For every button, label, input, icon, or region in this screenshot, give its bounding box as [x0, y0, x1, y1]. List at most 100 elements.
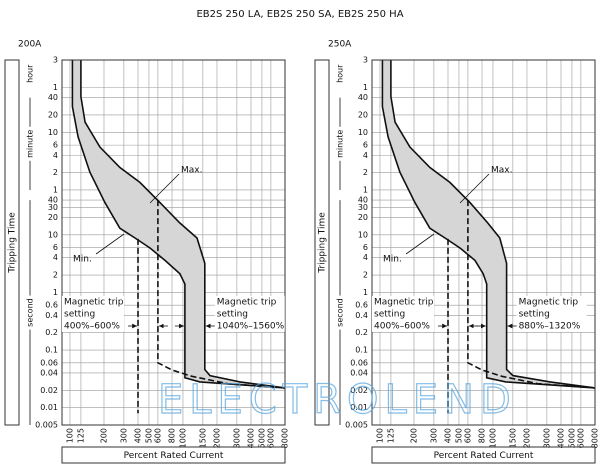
y-tick-label: 6 — [363, 141, 368, 150]
y-tick-label: 6 — [363, 243, 368, 252]
x-tick-label: 1000 — [488, 428, 497, 448]
y-tick-label: 20 — [48, 110, 58, 119]
trip-band — [382, 60, 595, 388]
max-label: Max. — [491, 166, 512, 176]
y-tick-label: 1 — [363, 83, 368, 92]
y-tick-label: 20 — [48, 213, 58, 222]
x-tick-label: 3000 — [542, 428, 551, 448]
y-tick-label: 0.01 — [40, 403, 58, 412]
y-tick-label: 2 — [53, 271, 58, 280]
x-tick-label: 800 — [168, 428, 177, 443]
leader — [405, 233, 435, 255]
y-tick-label: 0.04 — [350, 368, 368, 377]
x-tick-label: 100 — [375, 428, 384, 443]
ylabel-box — [4, 59, 20, 426]
x-tick-label: 5000 — [257, 428, 266, 448]
x-axis-title: Percent Rated Current — [434, 451, 534, 461]
y-tick-label: 2 — [363, 168, 368, 177]
x-tick-label: 600 — [463, 428, 472, 443]
unit-bg — [25, 56, 35, 91]
x-tick-label: 500 — [144, 428, 153, 443]
y-tick-label: 1 — [53, 83, 58, 92]
annotation-text: Magnetic trip — [64, 298, 124, 308]
time-unit: second — [336, 298, 345, 327]
time-unit: hour — [26, 64, 35, 83]
x-tick-label: 300 — [119, 428, 128, 443]
y-tick-label: 20 — [358, 213, 368, 222]
watermark: ELECTROLEND — [158, 377, 517, 423]
x-tick-label: 600 — [153, 428, 162, 443]
x-tick-label: 4000 — [556, 428, 565, 448]
x-tick-label: 1500 — [198, 428, 207, 448]
min-label: Min. — [383, 255, 402, 265]
y-tick-label: 0.1 — [45, 346, 58, 355]
y-tick-label: 1 — [53, 288, 58, 297]
y-tick-label: 0.6 — [45, 301, 58, 310]
y-tick-label: 3 — [53, 56, 58, 65]
x-tick-label: 400 — [133, 428, 142, 443]
y-tick-label: 2 — [53, 168, 58, 177]
chart-title: 200A — [18, 40, 42, 50]
x-tick-label: 1000 — [178, 428, 187, 448]
y-tick-label: 1 — [363, 185, 368, 194]
x-axis-title: Percent Rated Current — [124, 451, 224, 461]
y-tick-label: 0.06 — [350, 358, 368, 367]
max-label: Max. — [181, 166, 202, 176]
x-tick-label: 8000 — [281, 428, 290, 448]
x-tick-label: 8000 — [591, 428, 600, 448]
page-title: EB2S 250 LA, EB2S 250 SA, EB2S 250 HA — [196, 9, 403, 20]
y-tick-label: 0.2 — [45, 328, 58, 337]
y-tick-label: 40 — [48, 93, 58, 102]
time-unit: minute — [26, 130, 35, 158]
y-tick-label: 4 — [53, 151, 58, 160]
y-tick-label: 1 — [363, 288, 368, 297]
x-tick-label: 100 — [65, 428, 74, 443]
annotation-text: 880%–1320% — [519, 322, 581, 332]
y-tick-label: 0.04 — [40, 368, 58, 377]
annotation-text: Magnetic trip — [519, 298, 579, 308]
y-tick-label: 6 — [53, 141, 58, 150]
y-tick-label: 30 — [358, 203, 368, 212]
y-tick-label: 0.02 — [40, 386, 58, 395]
x-tick-label: 5000 — [567, 428, 576, 448]
y-tick-label: 10 — [358, 128, 368, 137]
y-tick-label: 10 — [48, 128, 58, 137]
time-unit: hour — [336, 64, 345, 83]
trip-curve — [80, 60, 286, 389]
x-tick-label: 6000 — [266, 428, 275, 448]
x-tick-label: 6000 — [576, 428, 585, 448]
x-tick-label: 125 — [386, 428, 395, 443]
x-tick-label: 400 — [444, 428, 453, 443]
x-tick-label: 2000 — [212, 428, 221, 448]
trip-curve — [71, 60, 286, 389]
annotation-bg — [214, 296, 285, 332]
x-tick-label: 800 — [478, 428, 487, 443]
y-tick-label: 40 — [48, 196, 58, 205]
unit-bg — [25, 295, 35, 330]
plot-frame — [371, 59, 596, 426]
y-tick-label: 4 — [363, 151, 368, 160]
y-tick-label: 10 — [358, 230, 368, 239]
x-tick-label: 1500 — [508, 428, 517, 448]
annotation-text: 400%–600% — [374, 322, 430, 332]
y-tick-label: 0.6 — [355, 301, 368, 310]
annotation-bg — [516, 296, 587, 332]
x-tick-label: 200 — [99, 428, 108, 443]
magnetic-line — [157, 200, 286, 389]
annotation-text: Magnetic trip — [374, 298, 434, 308]
xlabel-box — [371, 446, 596, 464]
y-tick-label: 40 — [358, 93, 368, 102]
x-tick-label: 500 — [454, 428, 463, 443]
annotation-text: setting — [374, 310, 405, 320]
leader — [149, 173, 180, 204]
y-tick-label: 30 — [48, 203, 58, 212]
y-tick-label: 4 — [363, 253, 368, 262]
annotation-text: setting — [64, 310, 95, 320]
y-tick-label: 1 — [53, 185, 58, 194]
leader — [95, 233, 125, 255]
x-tick-label: 200 — [409, 428, 418, 443]
ylabel-box — [314, 59, 330, 426]
x-tick-label: 300 — [429, 428, 438, 443]
y-tick-label: 3 — [363, 56, 368, 65]
